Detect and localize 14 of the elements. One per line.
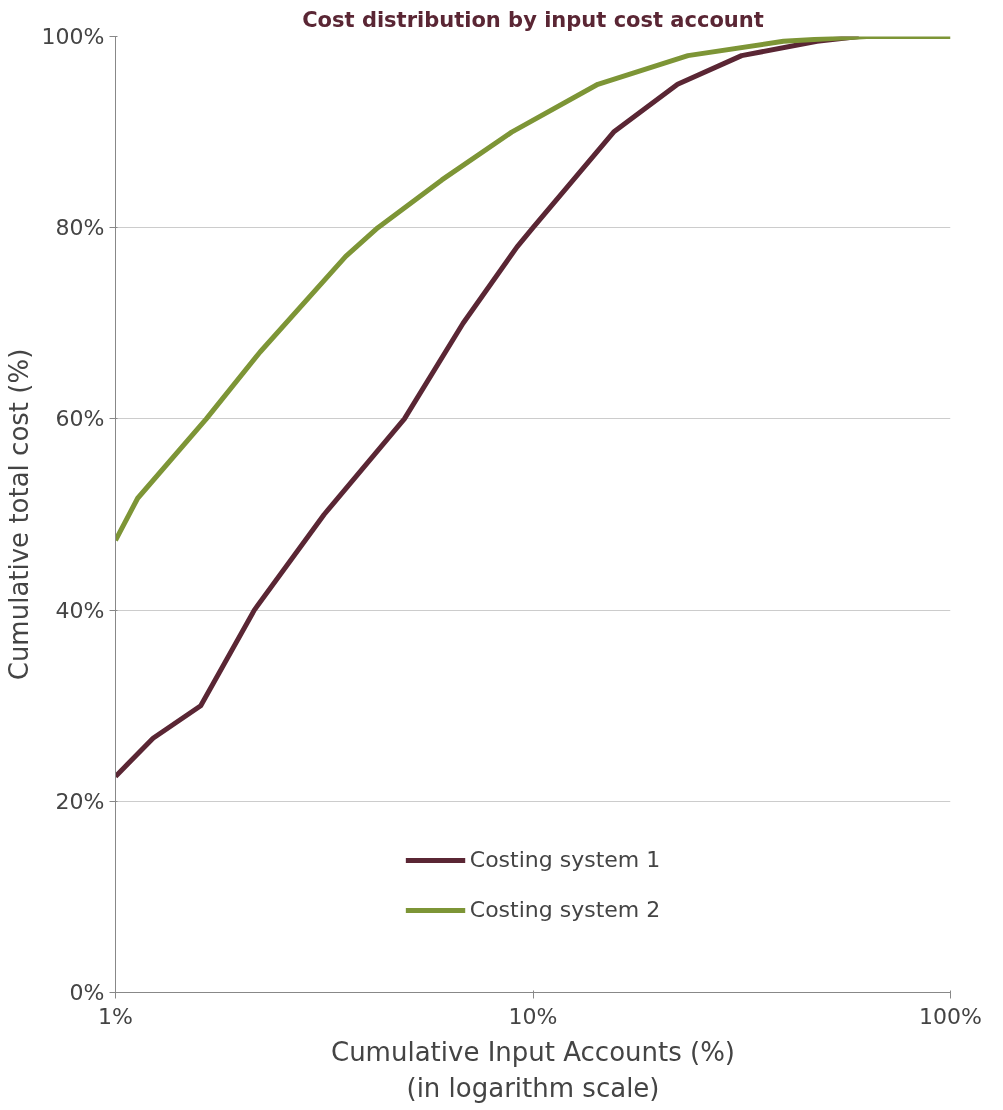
- y-tick-label: 40%: [55, 597, 105, 623]
- chart-title: Cost distribution by input cost account: [302, 7, 764, 32]
- y-tick-label: 100%: [41, 24, 105, 49]
- y-tick-label: 20%: [55, 788, 105, 814]
- y-tick-label: 80%: [55, 215, 105, 241]
- legend-label: Costing system 2: [469, 897, 661, 922]
- x-tick-label: 10%: [508, 1003, 558, 1029]
- x-tick-label: 100%: [919, 1003, 982, 1029]
- y-axis-title: Cumulative total cost (%): [3, 348, 34, 681]
- y-tick-label: 60%: [55, 406, 105, 432]
- x-axis-title: Cumulative Input Accounts (%) (in logarithm scale): [330, 1036, 736, 1103]
- x-tick-label: 1%: [98, 1003, 133, 1029]
- legend-label: Costing system 1: [469, 847, 661, 872]
- y-tick-label: 0%: [69, 980, 105, 1005]
